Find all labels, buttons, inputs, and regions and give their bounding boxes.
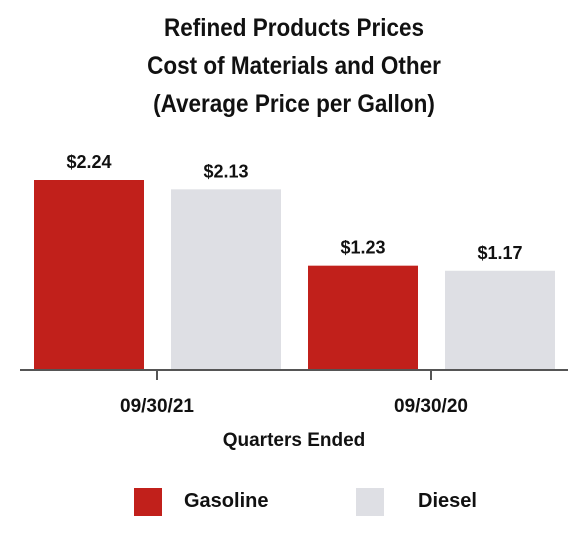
legend-swatch-gasoline <box>134 488 162 516</box>
bars-layer: $2.24 $2.13 $1.23 $1.17 <box>34 152 555 370</box>
bar-gasoline-09-30-21 <box>34 180 144 370</box>
bar-gasoline-09-30-20 <box>308 265 418 370</box>
legend-swatch-diesel <box>356 488 384 516</box>
bar-diesel-09-30-21 <box>171 189 281 370</box>
legend-label-gasoline: Gasoline <box>184 490 269 512</box>
data-label-diesel-09-30-20: $1.17 <box>477 243 522 263</box>
data-label-diesel-09-30-21: $2.13 <box>203 161 248 181</box>
data-label-gasoline-09-30-20: $1.23 <box>340 238 385 258</box>
chart-title-line-3: (Average Price per Gallon) <box>153 90 435 118</box>
chart-title-line-2: Cost of Materials and Other <box>147 52 441 80</box>
legend-label-diesel: Diesel <box>418 490 477 512</box>
x-axis-label: Quarters Ended <box>223 430 366 451</box>
bar-diesel-09-30-20 <box>445 270 555 370</box>
chart-title-line-1: Refined Products Prices <box>163 14 425 42</box>
data-label-gasoline-09-30-21: $2.24 <box>66 152 111 172</box>
x-tick-label-09-30-20: 09/30/20 <box>394 396 468 417</box>
x-tick-label-09-30-21: 09/30/21 <box>120 396 194 417</box>
